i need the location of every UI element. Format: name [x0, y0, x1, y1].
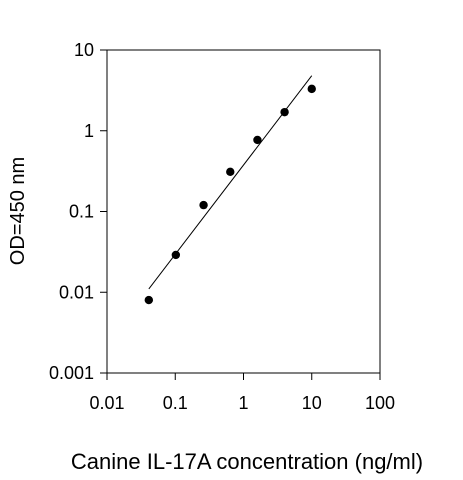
data-point	[199, 200, 208, 210]
y-axis-label: OD=450 nm	[7, 157, 29, 265]
data-point	[307, 84, 316, 94]
data-point	[280, 107, 289, 117]
data-point	[226, 167, 235, 177]
data-point	[253, 135, 262, 145]
x-axis-label: Canine IL-17A concentration (ng/ml)	[71, 449, 423, 474]
y-tick-label: 1	[84, 121, 94, 141]
data-point	[171, 250, 181, 260]
y-tick-label: 0.1	[69, 202, 94, 222]
data-points	[144, 84, 316, 305]
x-tick-label: 0.1	[163, 393, 188, 413]
x-axis-ticks: 0.01 0.1 1 10 100	[89, 373, 395, 413]
plot-area-border	[106, 49, 381, 374]
y-tick-label: 10	[74, 40, 94, 60]
x-tick-label: 0.01	[89, 393, 124, 413]
data-point	[144, 295, 154, 305]
y-tick-label: 0.01	[59, 282, 94, 302]
y-axis-ticks: 0.001 0.01 0.1 1 10	[49, 40, 107, 383]
x-tick-label: 10	[302, 393, 322, 413]
y-tick-label: 0.001	[49, 363, 94, 383]
x-tick-label: 1	[238, 393, 248, 413]
x-tick-label: 100	[365, 393, 395, 413]
